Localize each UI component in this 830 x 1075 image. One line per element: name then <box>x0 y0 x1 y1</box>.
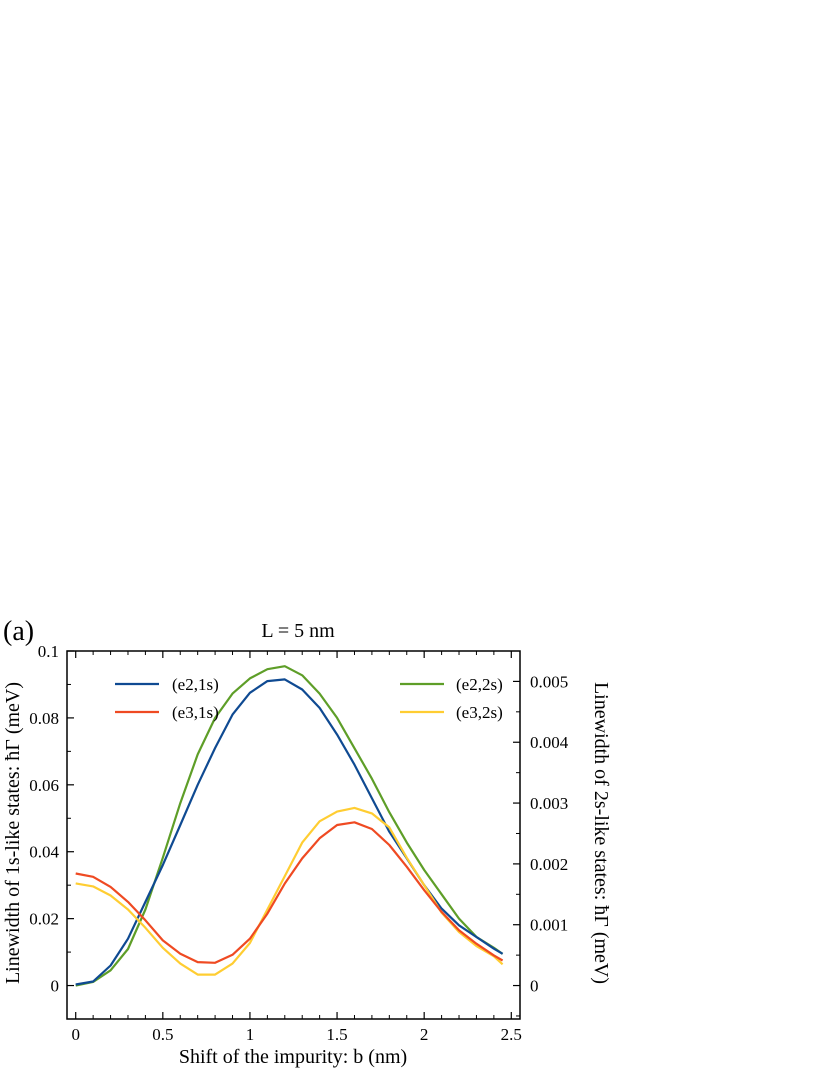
x-tick-label: 2.5 <box>501 1025 522 1044</box>
y-right-tick-label: 0.001 <box>530 916 568 935</box>
y-right-tick-label: 0.002 <box>530 855 568 874</box>
legend-label: (e2,2s) <box>456 675 503 694</box>
y-left-axis-label: Linewidth of 1s-like states: ħΓ (meV) <box>2 682 24 984</box>
chart-title: L = 5 nm <box>261 620 335 642</box>
y-left-tick-label: 0.1 <box>38 642 59 661</box>
y-left-tick-label: 0.02 <box>29 910 59 929</box>
x-axis-label: Shift of the impurity: b (nm) <box>179 1046 407 1068</box>
y-right-tick-label: 0.004 <box>530 733 569 752</box>
x-tick-label: 0 <box>71 1025 80 1044</box>
series-line-e21s <box>75 678 504 986</box>
y-right-tick-label: 0.005 <box>530 672 568 691</box>
panel-label: (a) <box>3 616 34 647</box>
legend-label: (e3,1s) <box>172 703 219 722</box>
series-line-e22s <box>75 665 504 987</box>
legend: (e2,1s) (e3,1s) (e2,2s) (e3,2s) <box>115 675 503 722</box>
series-line-e31s <box>75 821 504 964</box>
y-right-axis-label: Linewidth of 2s-like states: ħΓ (meV) <box>590 682 612 984</box>
legend-label: (e2,1s) <box>172 675 219 694</box>
y-left-tick-label: 0.06 <box>29 776 59 795</box>
legend-label: (e3,2s) <box>456 703 503 722</box>
y-right-tick-label: 0.003 <box>530 794 568 813</box>
series-lines <box>75 665 504 987</box>
x-tick-label: 1.5 <box>326 1025 347 1044</box>
plot-frame <box>66 650 521 1020</box>
x-tick-label: 0.5 <box>152 1025 173 1044</box>
y-left-tick-label: 0.04 <box>29 843 59 862</box>
axis-ticks: 0 0.5 1 1.5 2 2.5 0 0.02 0.04 0.06 0.08 0.1 0 0.001 0.… <box>29 642 569 1044</box>
x-tick-label: 2 <box>420 1025 429 1044</box>
y-left-tick-label: 0 <box>51 977 60 996</box>
y-right-tick-label: 0 <box>530 977 539 996</box>
y-left-tick-label: 0.08 <box>29 709 59 728</box>
x-tick-label: 1 <box>246 1025 255 1044</box>
